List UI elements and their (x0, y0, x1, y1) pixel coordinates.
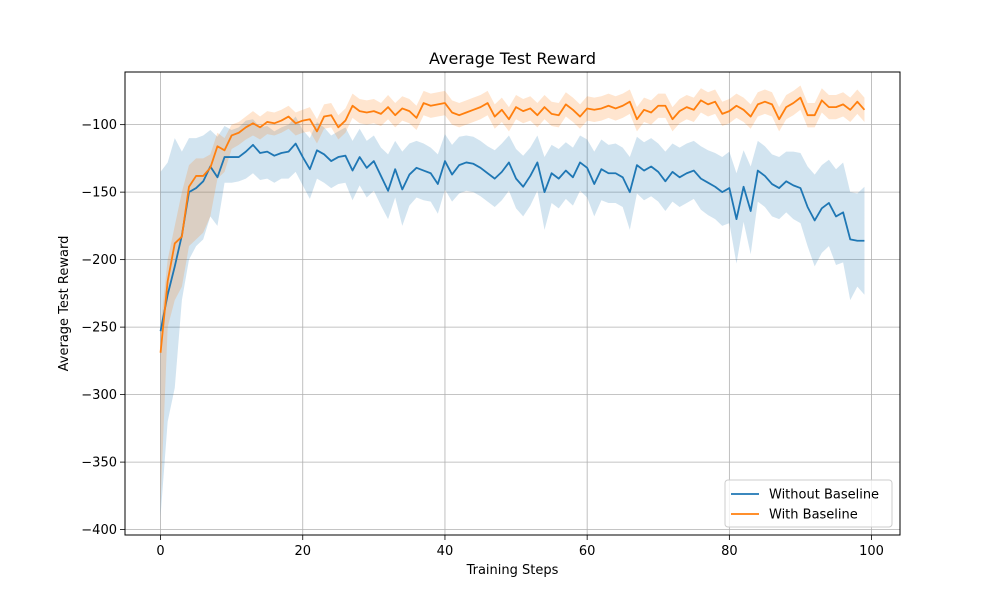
grid (125, 72, 900, 535)
y-tick-label: −100 (81, 118, 117, 133)
x-tick-label: 80 (721, 544, 738, 559)
y-tick-label: −150 (81, 186, 117, 201)
y-tick-label: −400 (81, 523, 117, 538)
y-axis-ticks: −400 −350 −300 −250 −200 −150 −100 (81, 118, 125, 538)
legend-box (724, 479, 893, 528)
chart-title: Average Test Reward (429, 49, 596, 68)
legend-label: Without Baseline (769, 488, 879, 503)
y-tick-label: −300 (81, 388, 117, 403)
line-with-baseline (159, 96, 866, 353)
line-without-baseline (159, 142, 865, 332)
x-tick-label: 60 (579, 544, 596, 559)
band-with-baseline (160, 85, 865, 503)
legend-label: With Baseline (769, 508, 858, 523)
x-tick-label: 0 (156, 544, 164, 559)
y-axis-label: Average Test Reward (57, 236, 72, 372)
plot-frame (124, 71, 901, 536)
legend: Without Baseline With Baseline (724, 479, 893, 528)
x-tick-label: 100 (859, 544, 884, 559)
x-tick-label: 40 (437, 544, 454, 559)
y-tick-label: −350 (81, 456, 117, 471)
y-tick-label: −200 (81, 253, 117, 268)
x-tick-label: 20 (294, 544, 311, 559)
x-axis-label: Training Steps (466, 563, 559, 578)
y-tick-label: −250 (81, 321, 117, 336)
x-axis-ticks: 0 20 40 60 80 100 (156, 535, 884, 559)
series-lines (159, 96, 866, 353)
